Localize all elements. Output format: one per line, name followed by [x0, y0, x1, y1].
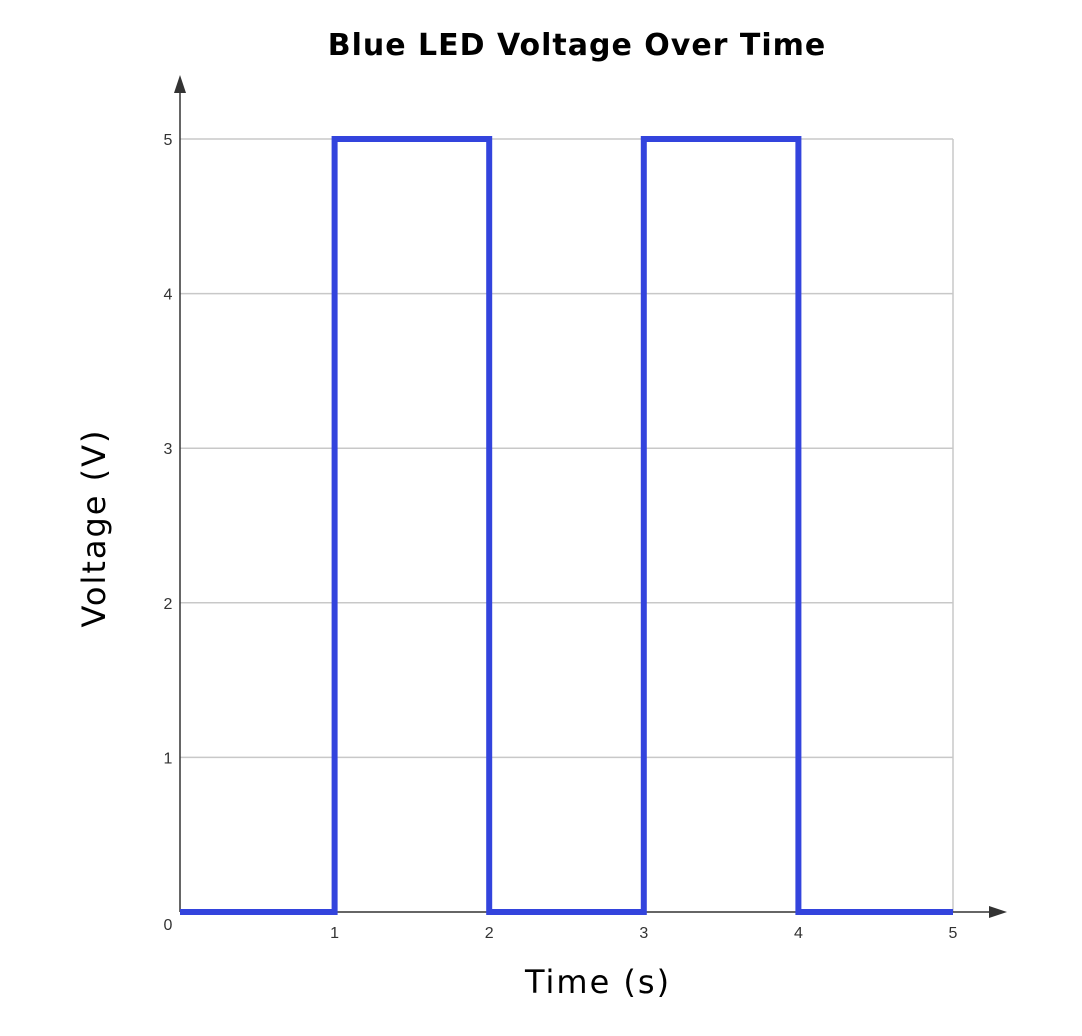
y-tick-label-5: 5 [164, 132, 173, 149]
series [180, 136, 953, 915]
x-tick-label-2: 2 [485, 925, 494, 942]
axes [174, 75, 1007, 918]
grid [180, 138, 954, 912]
series-line-0 [180, 136, 953, 915]
x-tick-label-5: 5 [949, 925, 958, 942]
chart-title: Blue LED Voltage Over Time [328, 28, 827, 63]
x-tick-label-3: 3 [639, 925, 648, 942]
x-axis-label: Time (s) [524, 963, 671, 1001]
y-axis-arrow [174, 75, 186, 93]
y-axis-label: Voltage (V) [75, 428, 113, 627]
x-tick-label-4: 4 [794, 925, 803, 942]
x-tick-label-1: 1 [330, 925, 339, 942]
y-tick-label-4: 4 [164, 287, 173, 304]
y-tick-label-3: 3 [164, 441, 173, 458]
y-tick-label-1: 1 [164, 750, 173, 767]
x-axis-arrow [989, 906, 1007, 918]
y-tick-label-0: 0 [164, 917, 173, 934]
y-tick-label-2: 2 [164, 596, 173, 613]
tick-labels: 0 1 2 3 4 5 1 2 3 4 5 [164, 132, 958, 942]
